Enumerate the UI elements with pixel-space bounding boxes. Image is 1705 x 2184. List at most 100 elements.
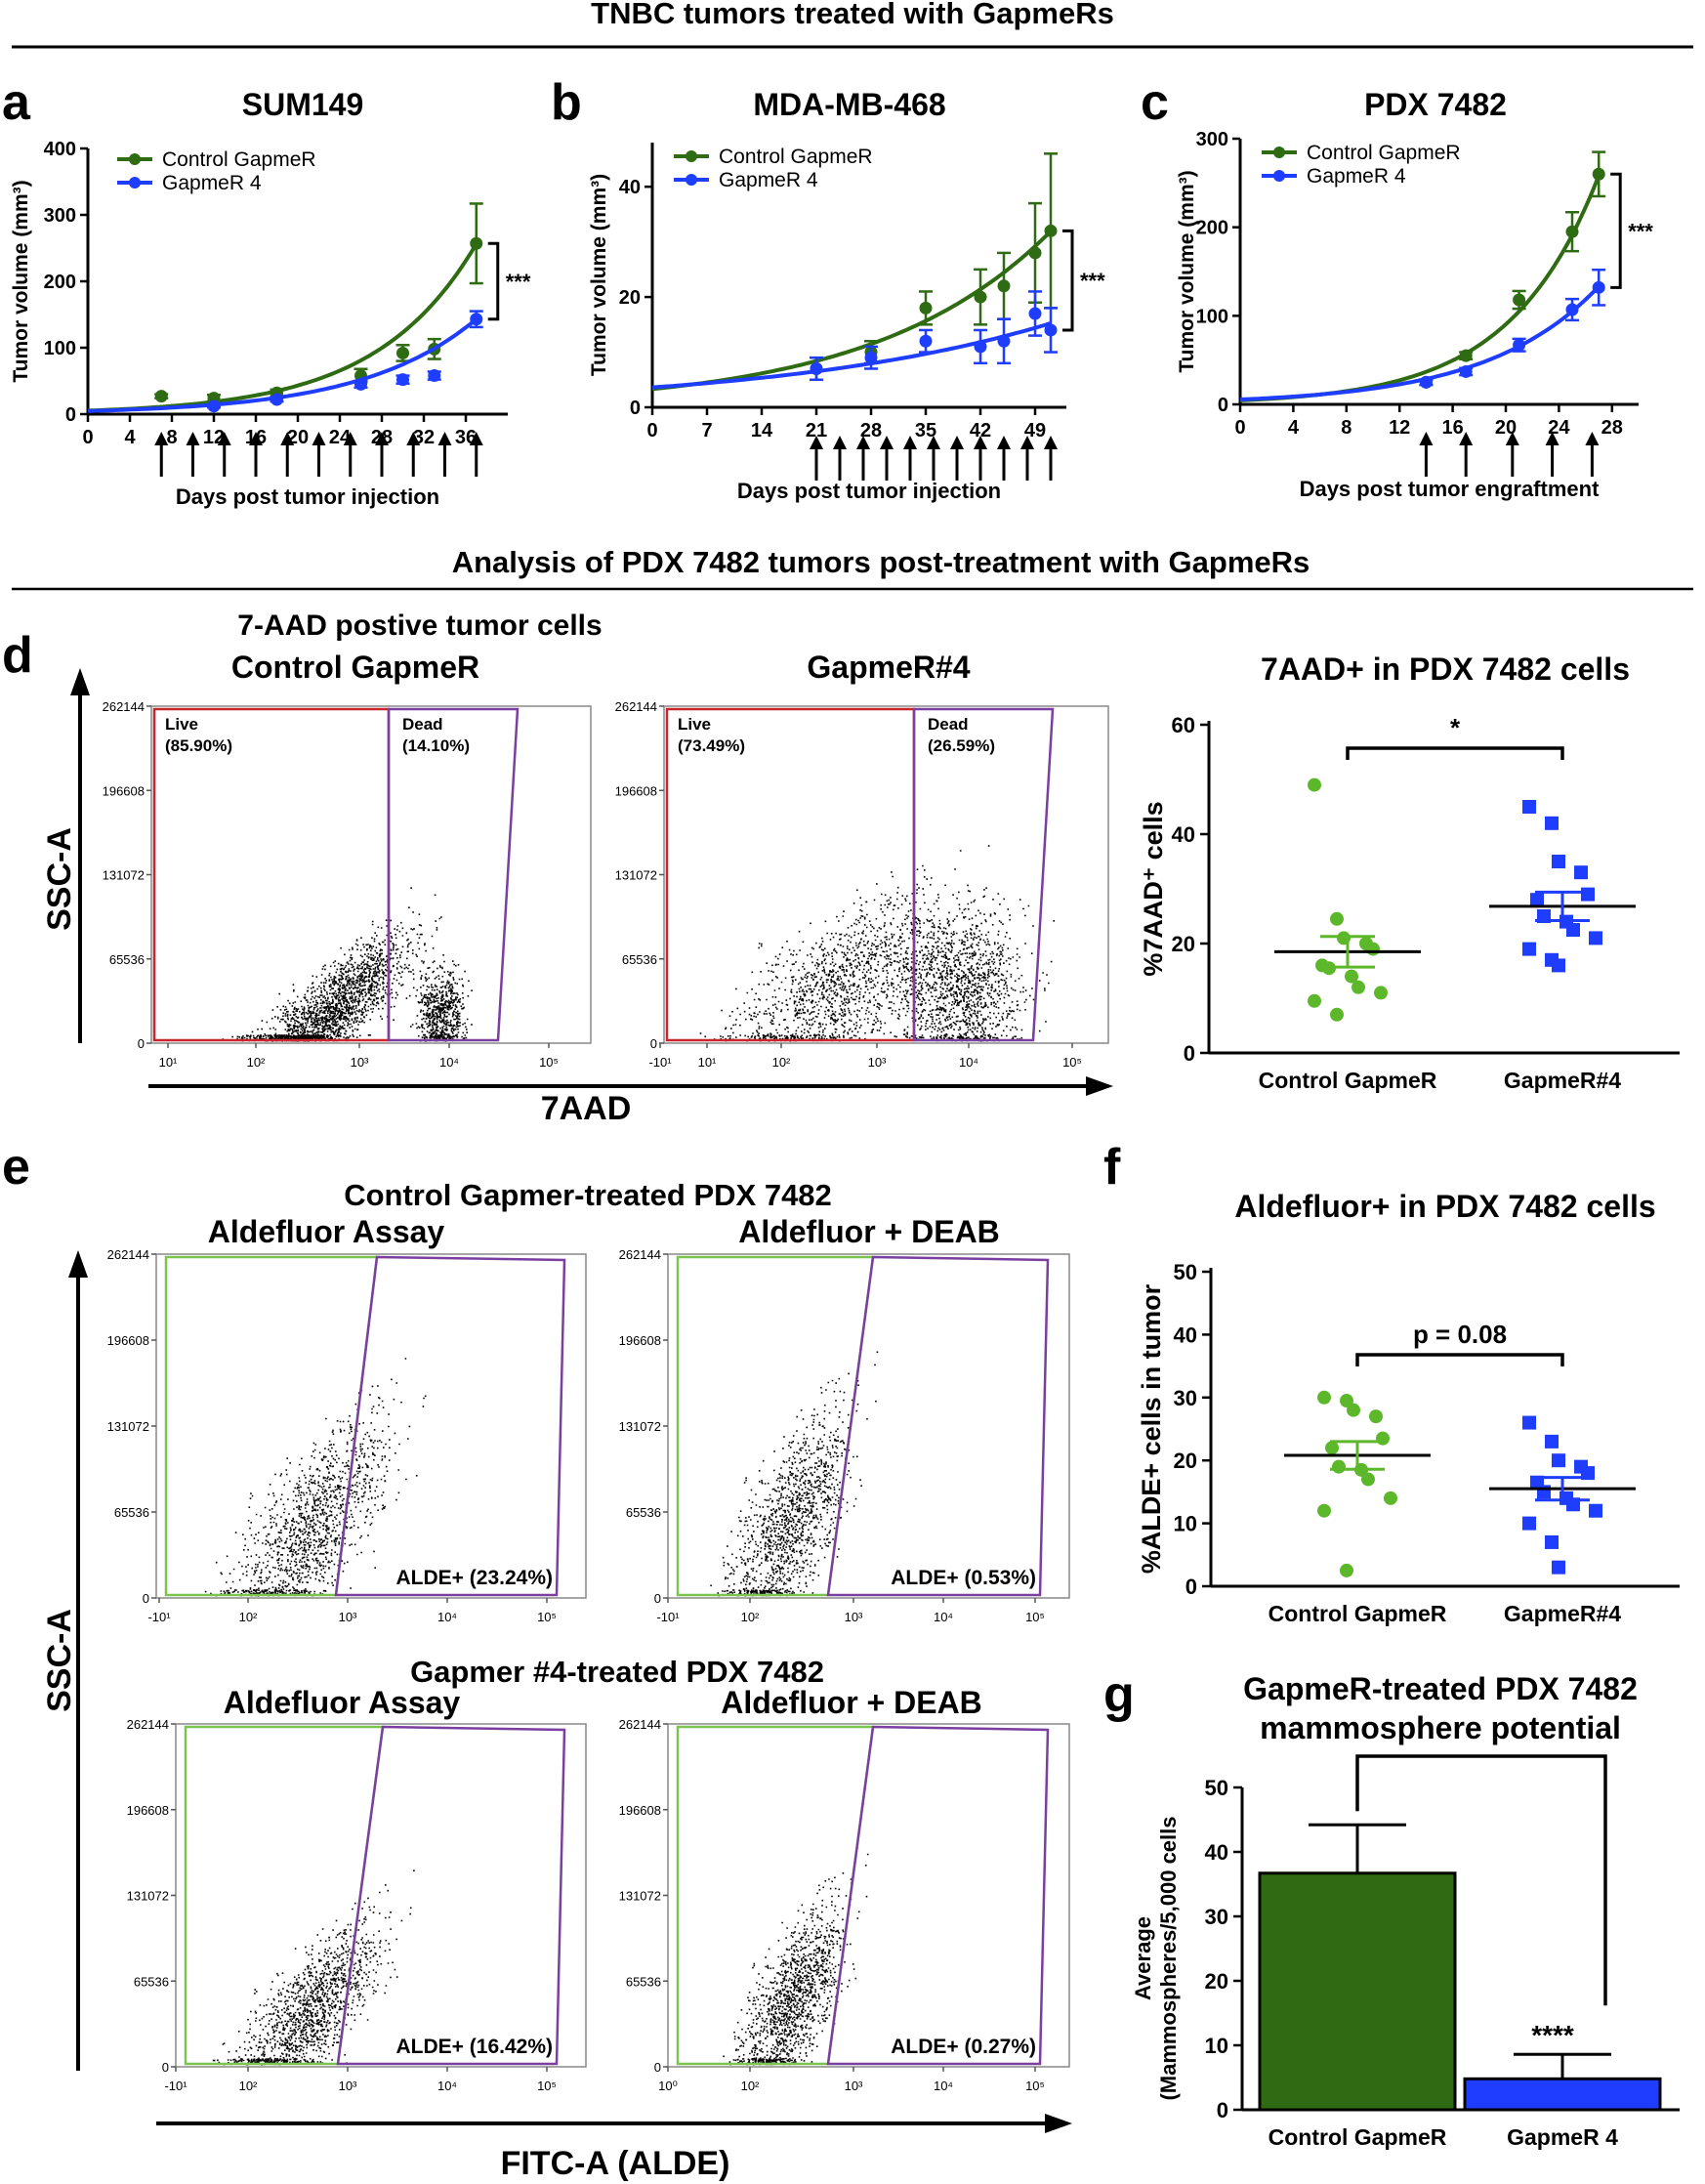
legend-marker xyxy=(129,177,141,189)
legend-marker xyxy=(129,153,141,165)
chart-title: SUM149 xyxy=(242,87,364,122)
y-tick-label: 262144 xyxy=(615,699,657,714)
x-tick-label: 49 xyxy=(1024,420,1046,441)
data-point xyxy=(1369,1409,1383,1424)
data-point xyxy=(974,290,987,304)
y-tick-label: 65536 xyxy=(109,952,145,967)
y-tick-label: 262144 xyxy=(619,1247,661,1262)
x-tick-label: 10³ xyxy=(845,1610,863,1624)
legend-label: GapmeR 4 xyxy=(1307,165,1406,188)
data-point xyxy=(396,346,409,359)
bar xyxy=(1463,2077,1662,2112)
data-point xyxy=(1325,1441,1339,1455)
data-point xyxy=(1552,1560,1565,1575)
data-point xyxy=(1347,1403,1360,1417)
flow-plot-title: Aldefluor + DEAB xyxy=(738,1214,1000,1249)
x-tick-label: -10¹ xyxy=(648,1055,672,1070)
y-tick-label: 65536 xyxy=(114,1505,149,1520)
dotplot-d_dot: 7AAD+ in PDX 7482 cells 0 20 40 60 %7AAD⁺ cel… xyxy=(1139,651,1680,1093)
flow-events xyxy=(723,1853,869,2066)
x-tick-label: 10⁴ xyxy=(959,1055,978,1070)
chart-title: Aldefluor+ in PDX 7482 cells xyxy=(1234,1189,1655,1224)
x-tick-label: 10³ xyxy=(351,1055,369,1070)
y-tick-label: 30 xyxy=(1205,1905,1228,1929)
data-point xyxy=(1317,1503,1331,1518)
y-tick-label: 65536 xyxy=(134,1974,169,1989)
y-axis-label: %ALDE+ cells in tumor xyxy=(1137,1283,1166,1574)
x-tick-label: 10³ xyxy=(339,1610,357,1624)
dosing-arrowhead xyxy=(1459,432,1474,445)
x-tick-label: 4 xyxy=(124,427,136,448)
charts-layer: SUM149010020030040004812162024283236Tumo… xyxy=(10,87,1680,2150)
dosing-arrowhead xyxy=(810,436,823,449)
x-tick-label: -10¹ xyxy=(164,2079,187,2093)
gate-alde-positive xyxy=(826,1255,1050,1597)
x-tick-label: 10⁵ xyxy=(1025,2079,1045,2093)
data-point xyxy=(1459,364,1473,378)
x-tick-label: 14 xyxy=(751,420,773,441)
dosing-arrowhead xyxy=(997,436,1011,449)
y-tick-label: 300 xyxy=(1196,129,1228,150)
x-tick-label: 10⁵ xyxy=(1062,1055,1082,1070)
y-tick-label: 60 xyxy=(1172,713,1195,737)
data-point xyxy=(1565,225,1579,238)
x-tick-label: 10² xyxy=(772,1055,791,1070)
dosing-arrowhead xyxy=(186,432,200,445)
y-tick-label: 400 xyxy=(44,139,76,160)
legend-label: GapmeR 4 xyxy=(162,172,262,194)
legend-label: Control GapmeR xyxy=(719,146,873,168)
panel-letter-b: b xyxy=(551,74,582,131)
gate-label: ALDE+ (0.53%) xyxy=(891,1567,1036,1589)
chart-title-line2: mammosphere potential xyxy=(1260,1710,1621,1745)
data-point xyxy=(1545,1434,1559,1449)
panel-letter-f: f xyxy=(1103,1139,1121,1196)
dosing-arrowhead xyxy=(880,436,894,449)
dosing-arrowhead xyxy=(833,436,847,449)
x-tick-label: 8 xyxy=(1341,417,1352,439)
y-tick-label: 131072 xyxy=(619,1419,661,1434)
flow-plot-title: GapmeR#4 xyxy=(807,650,970,685)
data-point xyxy=(1545,816,1559,830)
category-label: GapmeR 4 xyxy=(1507,2124,1618,2150)
x-tick-label: 4 xyxy=(1288,417,1300,439)
x-tick-label: 10⁰ xyxy=(658,2079,678,2093)
chart-title: 7AAD+ in PDX 7482 cells xyxy=(1261,651,1630,687)
panel-e-title-top: Control Gapmer-treated PDX 7482 xyxy=(344,1178,832,1212)
dosing-arrowhead xyxy=(343,432,357,445)
y-tick-label: 20 xyxy=(1174,1449,1197,1473)
y-tick-label: 0 xyxy=(162,2060,169,2075)
significance-label: *** xyxy=(506,270,531,294)
x-tick-label: 10² xyxy=(741,2079,760,2093)
y-axis-label: Tumor volume (mm³) xyxy=(1176,170,1198,372)
data-point xyxy=(1340,1563,1353,1577)
x-tick-label: -10¹ xyxy=(147,1610,171,1624)
panel-d-subtitle: 7-AAD postive tumor cells xyxy=(237,609,602,642)
y-tick-label: 196608 xyxy=(615,783,657,798)
data-point xyxy=(1513,338,1526,352)
data-point xyxy=(1374,986,1388,1000)
x-tick-label: 0 xyxy=(1234,417,1245,439)
section2-title: Analysis of PDX 7482 tumors post-treatme… xyxy=(452,545,1310,579)
significance-bracket xyxy=(1355,1754,1607,2006)
data-point xyxy=(997,334,1011,348)
series-fit-line xyxy=(651,320,1052,390)
x-tick-label: 28 xyxy=(860,420,882,441)
data-point xyxy=(1028,307,1042,320)
significance-bracket xyxy=(1062,229,1074,332)
data-point xyxy=(1566,923,1580,937)
y-tick-label: 131072 xyxy=(619,1889,661,1904)
data-point xyxy=(1522,942,1536,956)
data-point xyxy=(1044,323,1058,337)
significance-label: * xyxy=(1450,713,1461,742)
data-point xyxy=(1513,293,1526,307)
y-tick-label: 0 xyxy=(650,1036,657,1051)
x-axis-label: Days post tumor injection xyxy=(737,479,1001,503)
panel-e-yaxis-arrowhead xyxy=(68,1250,88,1278)
y-tick-label: 196608 xyxy=(107,1333,149,1348)
y-tick-label: 262144 xyxy=(107,1247,149,1262)
y-tick-label: 196608 xyxy=(103,783,145,798)
y-axis-label: %7AAD⁺ cells xyxy=(1139,801,1168,976)
panel-letter-g: g xyxy=(1103,1666,1135,1723)
data-point xyxy=(1537,1485,1551,1499)
dosing-arrowhead xyxy=(903,436,917,449)
